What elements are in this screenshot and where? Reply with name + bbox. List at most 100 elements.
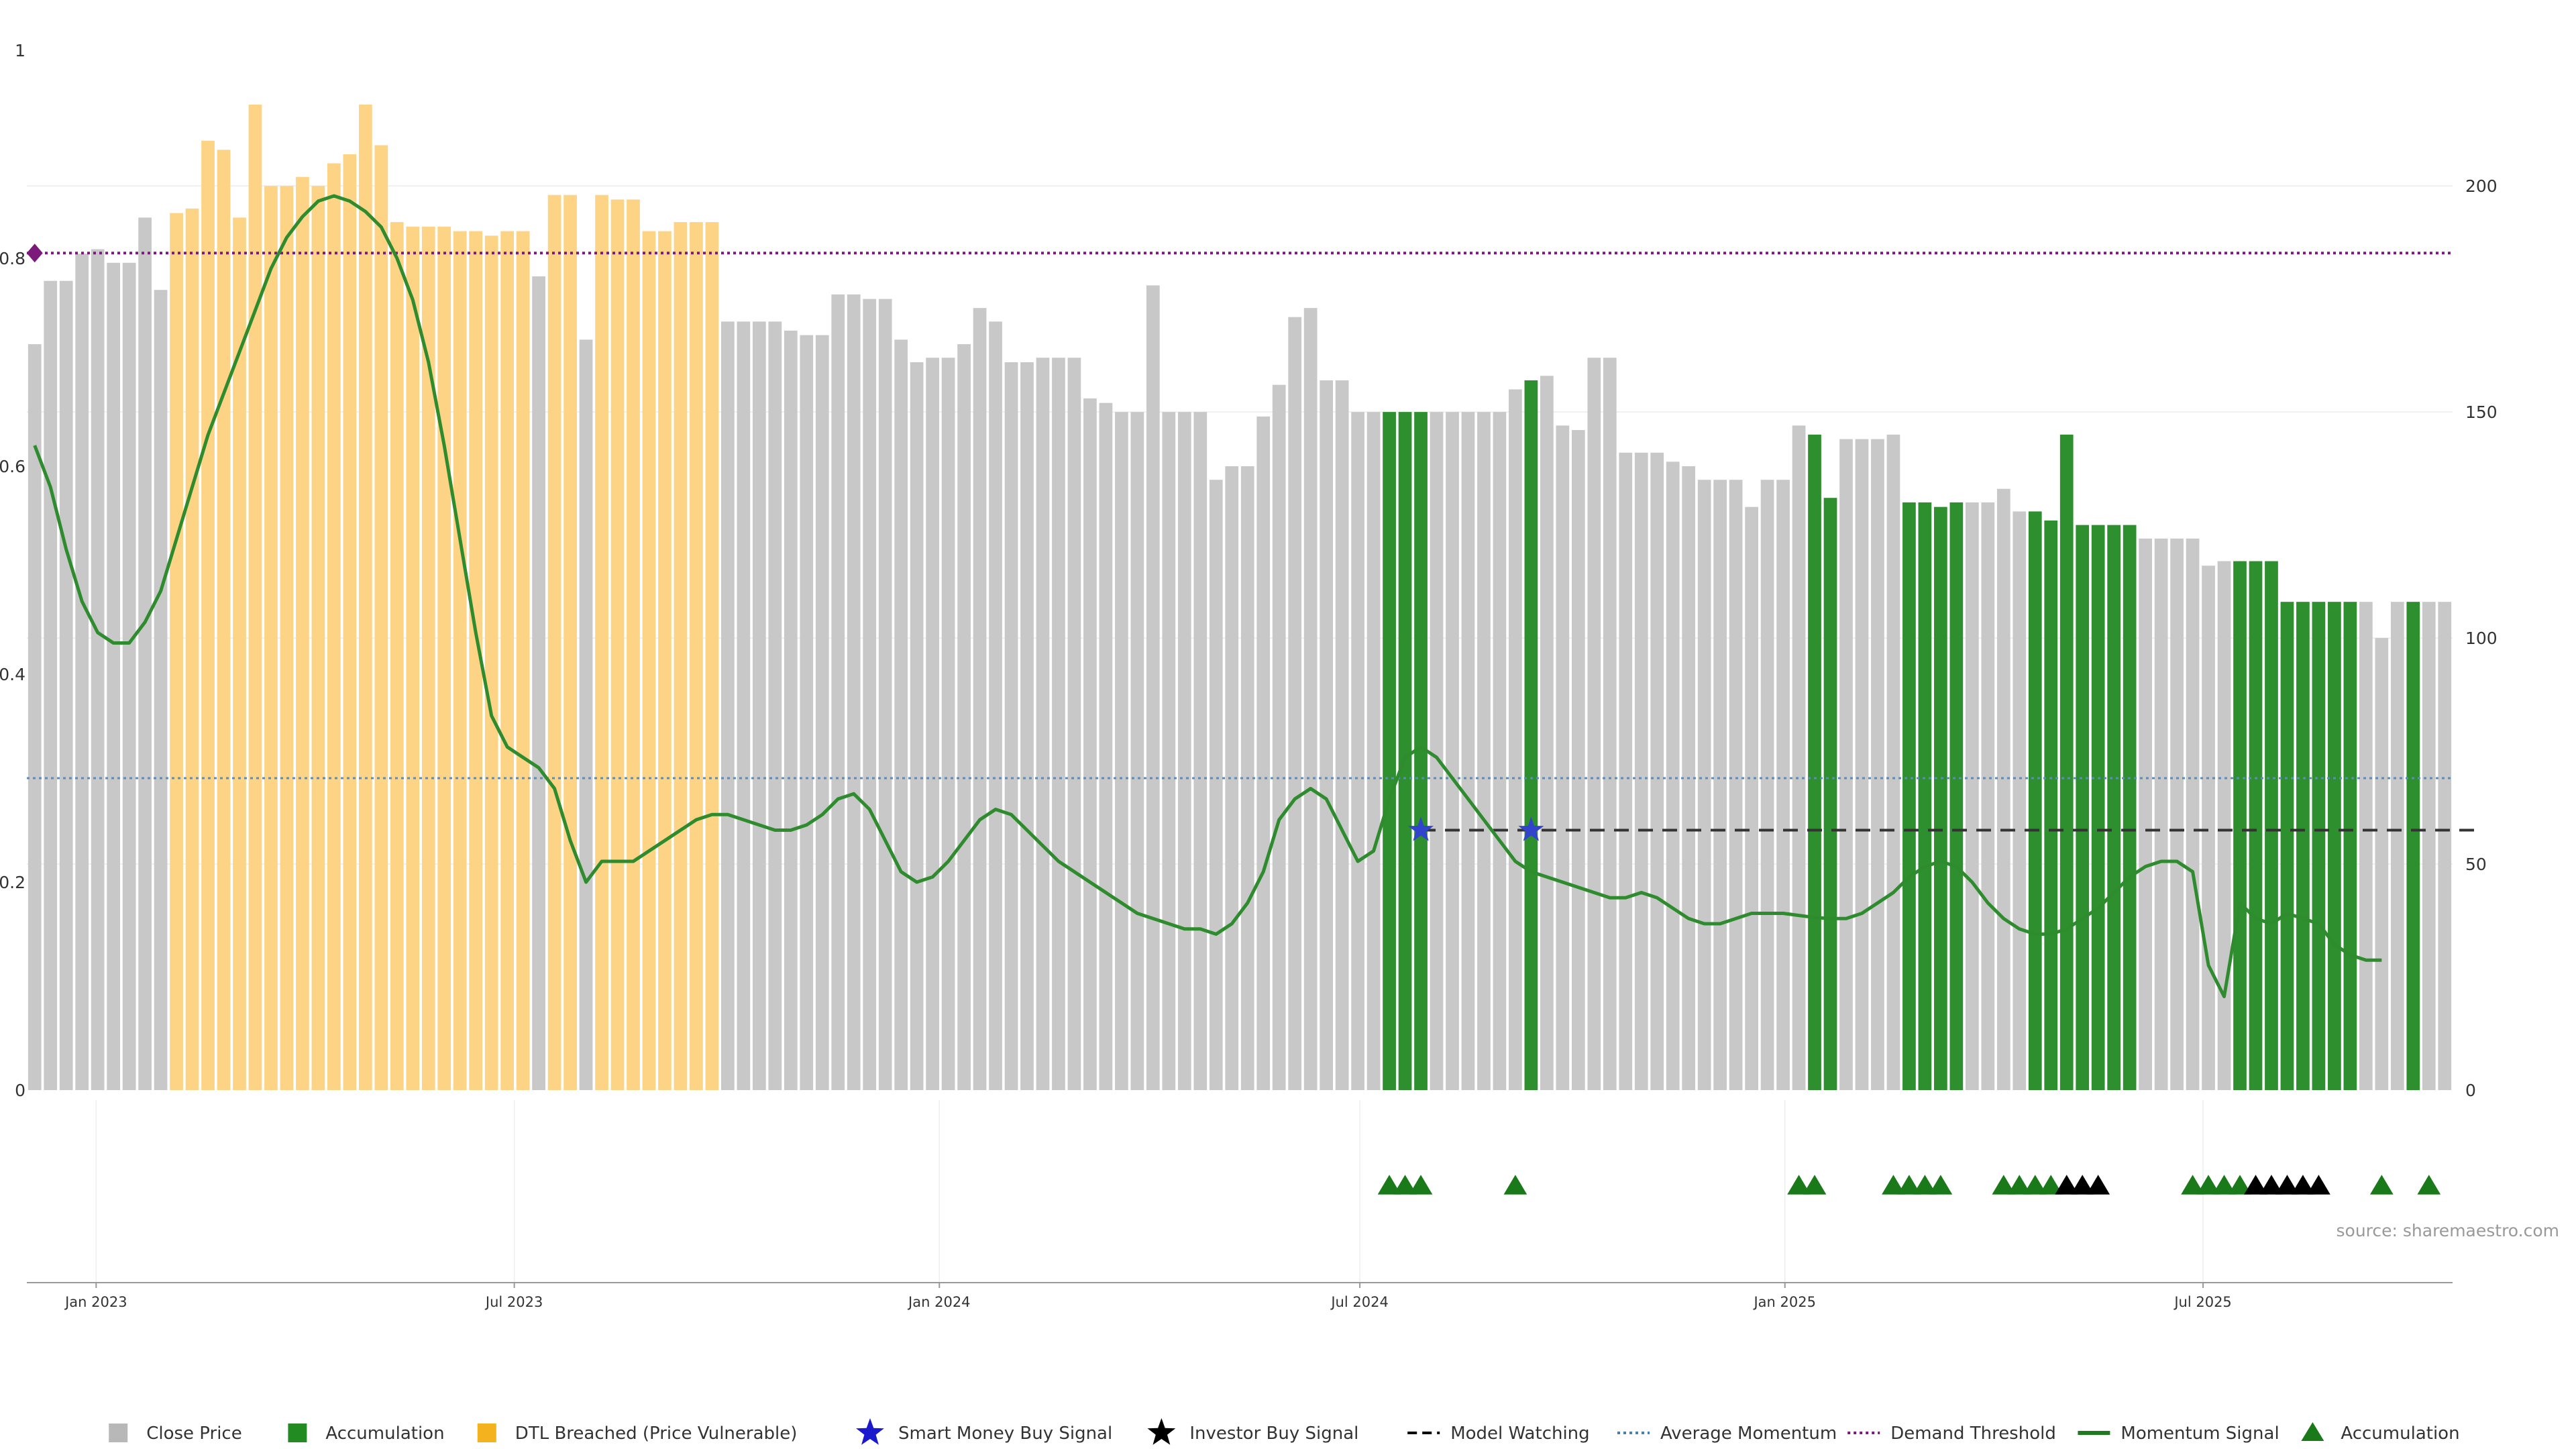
price-bar <box>248 104 262 1090</box>
price-bar <box>280 186 294 1090</box>
price-bar <box>1981 502 1995 1090</box>
price-bar <box>1965 502 1979 1090</box>
legend-item: Accumulation <box>2301 1422 2460 1444</box>
accumulation-marker <box>2212 1175 2236 1195</box>
price-bar <box>453 231 467 1091</box>
price-bar <box>1067 358 1081 1090</box>
price-bar <box>1414 412 1428 1090</box>
price-bar <box>217 150 231 1090</box>
price-bar <box>2265 561 2278 1090</box>
price-bar <box>957 344 971 1090</box>
investor-marker <box>2244 1175 2267 1195</box>
legend-label: DTL Breached (Price Vulnerable) <box>515 1424 798 1444</box>
price-bar <box>1461 412 1475 1090</box>
price-bar <box>2359 602 2373 1090</box>
signal-markers <box>26 244 2441 1195</box>
legend-item: Investor Buy Signal <box>1147 1418 1358 1445</box>
price-bar <box>358 104 372 1090</box>
price-bar <box>1288 317 1302 1091</box>
price-bar <box>1713 480 1727 1090</box>
price-bar <box>768 321 782 1090</box>
price-bar <box>973 308 987 1091</box>
left-axis-tick: 0 <box>15 1081 25 1100</box>
price-bar <box>815 335 829 1091</box>
price-bar <box>2186 538 2200 1090</box>
legend-swatch <box>288 1424 307 1442</box>
price-bar <box>610 199 625 1090</box>
price-bar <box>170 213 183 1091</box>
price-bar <box>1918 502 1932 1090</box>
price-bar <box>1398 412 1412 1090</box>
investor-marker <box>2291 1175 2315 1195</box>
price-bar <box>500 231 515 1091</box>
accumulation-marker <box>2007 1175 2031 1195</box>
price-bar <box>1603 358 1617 1090</box>
price-bar <box>264 186 278 1090</box>
price-bar <box>311 186 325 1090</box>
price-bar <box>2249 561 2263 1090</box>
price-bar <box>1004 362 1018 1090</box>
legend-item: Demand Threshold <box>1847 1424 2056 1444</box>
price-bar <box>1650 452 1664 1090</box>
accumulation-marker <box>2023 1175 2047 1195</box>
x-axis-tick: Jan 2025 <box>1752 1294 1816 1310</box>
price-bar <box>2028 511 2042 1090</box>
legend-swatch <box>109 1424 128 1442</box>
right-axis-tick: 0 <box>2465 1081 2476 1100</box>
price-bar <box>1146 285 1160 1090</box>
price-bar <box>1855 439 1869 1090</box>
price-bar <box>1130 412 1144 1090</box>
legend-item: Model Watching <box>1407 1424 1590 1444</box>
price-bar <box>737 321 751 1090</box>
smart-money-buy-star <box>1408 816 1434 841</box>
x-axis-tick: Jul 2023 <box>484 1294 543 1310</box>
price-bar <box>1634 452 1648 1090</box>
price-bar <box>941 358 955 1090</box>
price-bar <box>2202 566 2215 1090</box>
price-bar <box>705 222 719 1091</box>
price-bar <box>863 299 877 1091</box>
indicator-lines <box>27 194 2477 998</box>
price-bar <box>2296 602 2310 1090</box>
price-bar <box>595 195 608 1091</box>
source-label: source: sharemaestro.com <box>2337 1221 2560 1240</box>
legend-label: Accumulation <box>2341 1424 2459 1444</box>
price-bar <box>343 154 357 1090</box>
price-bar <box>2233 561 2247 1090</box>
price-bar <box>642 231 656 1091</box>
price-bar <box>989 321 1002 1090</box>
price-bar <box>1209 480 1223 1090</box>
accumulation-marker <box>1803 1175 1827 1195</box>
investor-marker <box>2086 1175 2110 1195</box>
price-bar <box>532 276 545 1090</box>
left-axis-tick: 0.2 <box>0 873 25 892</box>
price-bar <box>1745 506 1758 1090</box>
price-bar <box>1083 398 1097 1090</box>
price-bar <box>1366 412 1381 1090</box>
price-bar <box>2076 525 2090 1090</box>
price-bar <box>1839 439 1853 1090</box>
price-bar <box>878 299 892 1091</box>
legend-label: Average Momentum <box>1660 1424 1837 1444</box>
right-axis-tick: 200 <box>2465 176 2498 196</box>
price-bar <box>2328 602 2341 1090</box>
price-bar <box>2375 638 2389 1090</box>
price-bar <box>1509 389 1522 1090</box>
accumulation-marker <box>1882 1175 1905 1195</box>
price-bar <box>910 362 924 1090</box>
price-bar <box>1808 434 1821 1090</box>
price-bar <box>2139 538 2152 1090</box>
legend-label: Momentum Signal <box>2121 1424 2279 1444</box>
price-bar <box>2280 602 2294 1090</box>
right-axis-tick: 150 <box>2465 402 2498 422</box>
price-bar <box>1099 402 1113 1091</box>
price-bar <box>469 231 483 1091</box>
price-bar <box>2422 602 2436 1090</box>
price-bar <box>1115 412 1128 1090</box>
price-bar <box>107 262 121 1090</box>
investor-marker <box>2055 1175 2079 1195</box>
legend-star <box>1147 1418 1176 1445</box>
price-bar <box>296 176 309 1090</box>
price-bar <box>44 280 58 1090</box>
